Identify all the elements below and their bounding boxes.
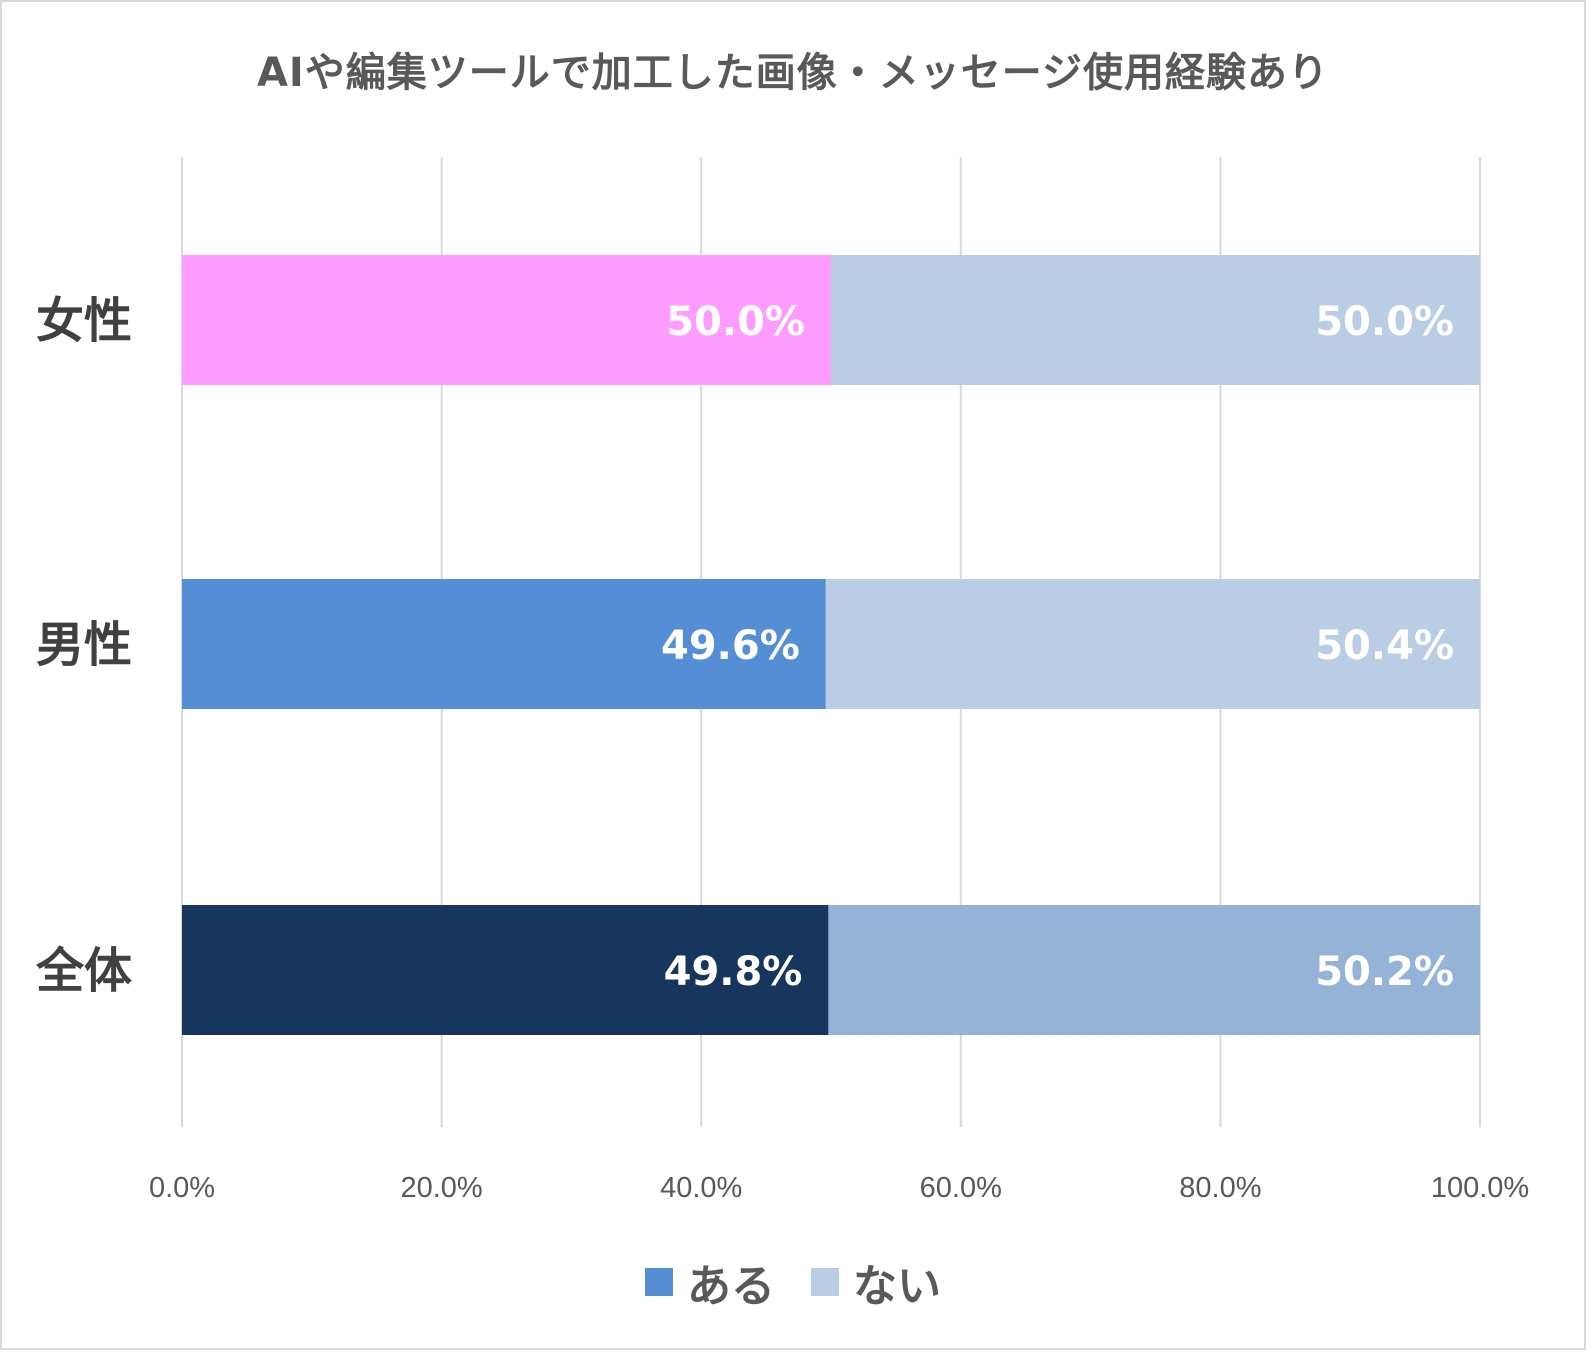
legend-label-nai: ない: [853, 1261, 941, 1312]
bar-1-0: [831, 255, 1480, 385]
data-label-1-0: 50.0%: [1315, 299, 1454, 345]
legend-label-aru: ある: [687, 1261, 775, 1312]
data-label-0-0: 50.0%: [666, 299, 805, 345]
chart-title: AIや編集ツールで加工した画像・メッセージ使用経験あり: [256, 50, 1330, 96]
bar-0-1: [182, 579, 826, 709]
x-tick-label-2: 40.0%: [660, 1172, 742, 1204]
bar-0-0: [182, 255, 831, 385]
category-label-0: 女性: [36, 293, 132, 349]
bar-1-1: [825, 579, 1480, 709]
category-label-2: 全体: [35, 943, 132, 999]
data-label-0-1: 49.6%: [661, 623, 800, 669]
bar-1-2: [828, 905, 1480, 1035]
legend-item-nai: ない: [811, 1250, 941, 1314]
legend: ある ない: [2, 1250, 1584, 1314]
legend-swatch-aru: [645, 1268, 673, 1296]
data-label-1-1: 50.4%: [1315, 623, 1454, 669]
bar-0-2: [182, 905, 829, 1035]
data-label-0-2: 49.8%: [664, 949, 803, 995]
x-tick-label-1: 20.0%: [400, 1172, 482, 1204]
x-tick-label-4: 80.0%: [1179, 1172, 1261, 1204]
legend-item-aru: ある: [645, 1250, 775, 1314]
data-label-1-2: 50.2%: [1315, 949, 1454, 995]
x-tick-label-3: 60.0%: [920, 1172, 1002, 1204]
x-tick-label-0: 0.0%: [149, 1172, 215, 1204]
legend-swatch-nai: [811, 1268, 839, 1296]
x-tick-label-5: 100.0%: [1431, 1172, 1529, 1204]
category-label-1: 男性: [36, 617, 132, 673]
